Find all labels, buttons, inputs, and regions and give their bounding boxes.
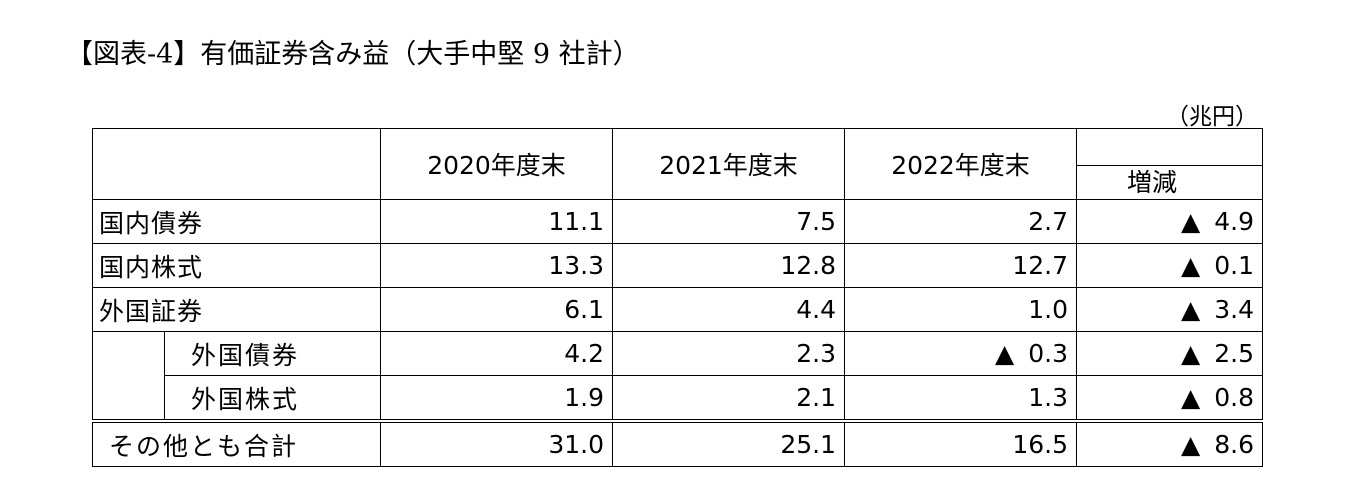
cell-2022: ▲ 0.3: [844, 331, 1077, 376]
table-row: 外国証券 6.1 4.4 1.0 ▲ 3.4: [92, 287, 1263, 332]
delta-value: 0.1: [1214, 251, 1254, 280]
cell-2020: 1.9: [380, 375, 613, 422]
delta-value: 2.5: [1214, 339, 1254, 368]
header-2022: 2022年度末: [844, 128, 1077, 200]
cell-delta: ▲ 2.5: [1076, 331, 1263, 376]
triangle-icon: ▲: [1181, 207, 1201, 236]
cell-delta: ▲ 0.1: [1076, 243, 1263, 288]
cell-2022: 1.3: [844, 375, 1077, 422]
header-blank: [92, 128, 381, 200]
indent-spacer: [92, 331, 165, 421]
cell-2021: 7.5: [612, 199, 845, 244]
cell-2020: 4.2: [380, 331, 613, 376]
cell-2021: 25.1: [612, 419, 845, 467]
triangle-icon: ▲: [1181, 383, 1201, 412]
table-row-total: その他とも合計 31.0 25.1 16.5 ▲ 8.6: [92, 419, 1263, 467]
row-label: 国内債券: [92, 199, 381, 244]
securities-table: 2020年度末 2021年度末 2022年度末 増減 国内債券 11.1 7.5…: [92, 128, 1263, 467]
header-delta-cell: 増減: [1076, 128, 1263, 200]
row-label: 国内株式: [92, 243, 381, 288]
unit-label: （兆円）: [1166, 104, 1258, 130]
row-label: 外国株式: [164, 375, 381, 422]
cell-2022: 2.7: [844, 199, 1077, 244]
triangle-icon: ▲: [1181, 295, 1201, 324]
cell-2020: 13.3: [380, 243, 613, 288]
cell-2021: 2.1: [612, 375, 845, 422]
cell-2021: 4.4: [612, 287, 845, 332]
table-row: 外国株式 1.9 2.1 1.3 ▲ 0.8: [93, 375, 1263, 422]
header-row: 2020年度末 2021年度末 2022年度末 増減: [92, 128, 1263, 200]
table-row: 国内株式 13.3 12.8 12.7 ▲ 0.1: [92, 243, 1263, 288]
value-2022: 0.3: [1028, 339, 1068, 368]
cell-2020: 11.1: [380, 199, 613, 244]
page-title: 【図表-4】有価証券含み益（大手中堅 9 社計）: [66, 39, 640, 70]
cell-delta: ▲ 0.8: [1076, 375, 1263, 422]
header-delta: 増減: [1077, 165, 1262, 199]
cell-2022: 12.7: [844, 243, 1077, 288]
delta-value: 3.4: [1214, 295, 1254, 324]
cell-2022: 1.0: [844, 287, 1077, 332]
header-2020: 2020年度末: [380, 128, 613, 200]
delta-value: 0.8: [1214, 383, 1254, 412]
cell-delta: ▲ 4.9: [1076, 199, 1263, 244]
delta-value: 8.6: [1214, 430, 1254, 459]
delta-value: 4.9: [1214, 207, 1254, 236]
cell-2021: 2.3: [612, 331, 845, 376]
cell-2021: 12.8: [612, 243, 845, 288]
table-row: 外国債券 4.2 2.3 ▲ 0.3 ▲ 2.5: [92, 331, 1263, 421]
header-2021: 2021年度末: [612, 128, 845, 200]
cell-delta: ▲ 3.4: [1076, 287, 1263, 332]
row-label: 外国証券: [92, 287, 381, 332]
triangle-icon: ▲: [1181, 430, 1201, 459]
row-label: 外国債券: [164, 331, 381, 376]
cell-2020: 6.1: [380, 287, 613, 332]
cell-2020: 31.0: [380, 419, 613, 467]
row-label: その他とも合計: [92, 419, 381, 467]
triangle-icon: ▲: [1181, 251, 1201, 280]
table-row: 国内債券 11.1 7.5 2.7 ▲ 4.9: [92, 199, 1263, 244]
cell-delta: ▲ 8.6: [1076, 419, 1263, 467]
triangle-icon: ▲: [1181, 339, 1201, 368]
triangle-icon: ▲: [995, 339, 1015, 368]
cell-2022: 16.5: [844, 419, 1077, 467]
